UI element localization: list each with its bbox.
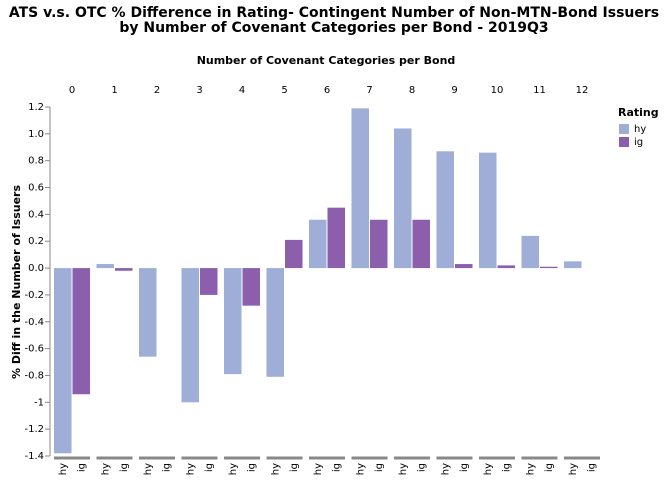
bar bbox=[351, 108, 369, 269]
bar bbox=[266, 268, 284, 377]
bar bbox=[564, 261, 582, 269]
y-tick-label: 0.4 bbox=[28, 209, 44, 220]
column-label: 3 bbox=[196, 85, 202, 96]
column-label: 7 bbox=[366, 85, 372, 96]
x-tick-label: ig bbox=[289, 463, 300, 472]
bar bbox=[309, 219, 327, 269]
x-tick-label: hy bbox=[58, 463, 69, 475]
bar bbox=[181, 268, 199, 403]
x-tick-label: hy bbox=[440, 463, 451, 475]
bar bbox=[327, 207, 345, 269]
bar bbox=[455, 264, 473, 269]
bar bbox=[394, 128, 412, 269]
bar bbox=[497, 265, 515, 269]
column-label: 2 bbox=[154, 85, 160, 96]
y-tick-label: -0.8 bbox=[24, 370, 44, 381]
x-tick-label: hy bbox=[228, 463, 239, 475]
column-title: Number of Covenant Categories per Bond bbox=[197, 54, 456, 67]
x-tick-label: hy bbox=[483, 463, 494, 475]
bar bbox=[96, 264, 114, 269]
y-tick-label: -1.2 bbox=[24, 424, 44, 435]
x-tick-label: ig bbox=[76, 463, 87, 472]
x-tick-label: hy bbox=[398, 463, 409, 475]
y-tick-label: 0.2 bbox=[28, 236, 44, 247]
y-axis-label: % Diff in the Number of Issuers bbox=[10, 185, 23, 379]
x-tick-label: hy bbox=[143, 463, 154, 475]
x-tick-label: ig bbox=[161, 463, 172, 472]
x-tick-label: hy bbox=[355, 463, 366, 475]
bar bbox=[115, 268, 133, 271]
x-tick-label: hy bbox=[270, 463, 281, 475]
column-label: 9 bbox=[451, 85, 457, 96]
column-label: 6 bbox=[324, 85, 330, 96]
x-tick-label: ig bbox=[501, 463, 512, 472]
bar bbox=[54, 268, 72, 454]
chart-title: by Number of Covenant Categories per Bon… bbox=[119, 20, 548, 36]
x-tick-label: hy bbox=[313, 463, 324, 475]
bar bbox=[242, 268, 260, 306]
x-tick-label: hy bbox=[568, 463, 579, 475]
bar bbox=[412, 219, 430, 269]
bar bbox=[72, 268, 90, 395]
y-tick-label: -1 bbox=[34, 397, 44, 408]
column-label: 11 bbox=[533, 85, 546, 96]
x-tick-label: ig bbox=[119, 463, 130, 472]
column-label: 5 bbox=[281, 85, 287, 96]
bar bbox=[521, 235, 539, 269]
x-tick-label: ig bbox=[374, 463, 385, 472]
column-label: 8 bbox=[409, 85, 415, 96]
legend-swatch bbox=[619, 124, 629, 134]
x-tick-label: ig bbox=[459, 463, 470, 472]
x-tick-label: ig bbox=[544, 463, 555, 472]
x-tick-label: ig bbox=[416, 463, 427, 472]
legend-title: Rating bbox=[618, 106, 659, 119]
x-tick-label: ig bbox=[204, 463, 215, 472]
column-label: 4 bbox=[239, 85, 245, 96]
y-tick-label: 1.0 bbox=[28, 129, 44, 140]
x-tick-label: ig bbox=[246, 463, 257, 472]
column-label: 1 bbox=[111, 85, 117, 96]
bar bbox=[540, 266, 558, 269]
bar bbox=[370, 219, 388, 269]
x-tick-label: ig bbox=[586, 463, 597, 472]
bar bbox=[436, 151, 454, 269]
bar bbox=[224, 268, 242, 375]
legend-label: ig bbox=[634, 137, 643, 148]
y-tick-label: -0.4 bbox=[24, 317, 44, 328]
chart-title: ATS v.s. OTC % Difference in Rating- Con… bbox=[9, 5, 659, 21]
x-tick-label: hy bbox=[100, 463, 111, 475]
y-tick-label: -0.6 bbox=[24, 344, 44, 355]
y-tick-label: 0.0 bbox=[28, 263, 44, 274]
legend-swatch bbox=[619, 137, 629, 147]
column-label: 10 bbox=[491, 85, 504, 96]
y-tick-label: 1.2 bbox=[28, 102, 44, 113]
x-tick-label: hy bbox=[185, 463, 196, 475]
bar bbox=[479, 152, 497, 269]
y-tick-label: 0.6 bbox=[28, 183, 44, 194]
legend-label: hy bbox=[634, 124, 646, 135]
bar bbox=[139, 268, 157, 357]
bar bbox=[200, 268, 218, 295]
column-label: 12 bbox=[576, 85, 589, 96]
y-tick-label: -0.2 bbox=[24, 290, 44, 301]
column-label: 0 bbox=[69, 85, 75, 96]
x-tick-label: hy bbox=[525, 463, 536, 475]
y-tick-label: 0.8 bbox=[28, 156, 44, 167]
y-tick-label: -1.4 bbox=[24, 451, 44, 462]
x-tick-label: ig bbox=[331, 463, 342, 472]
bar bbox=[285, 239, 303, 269]
